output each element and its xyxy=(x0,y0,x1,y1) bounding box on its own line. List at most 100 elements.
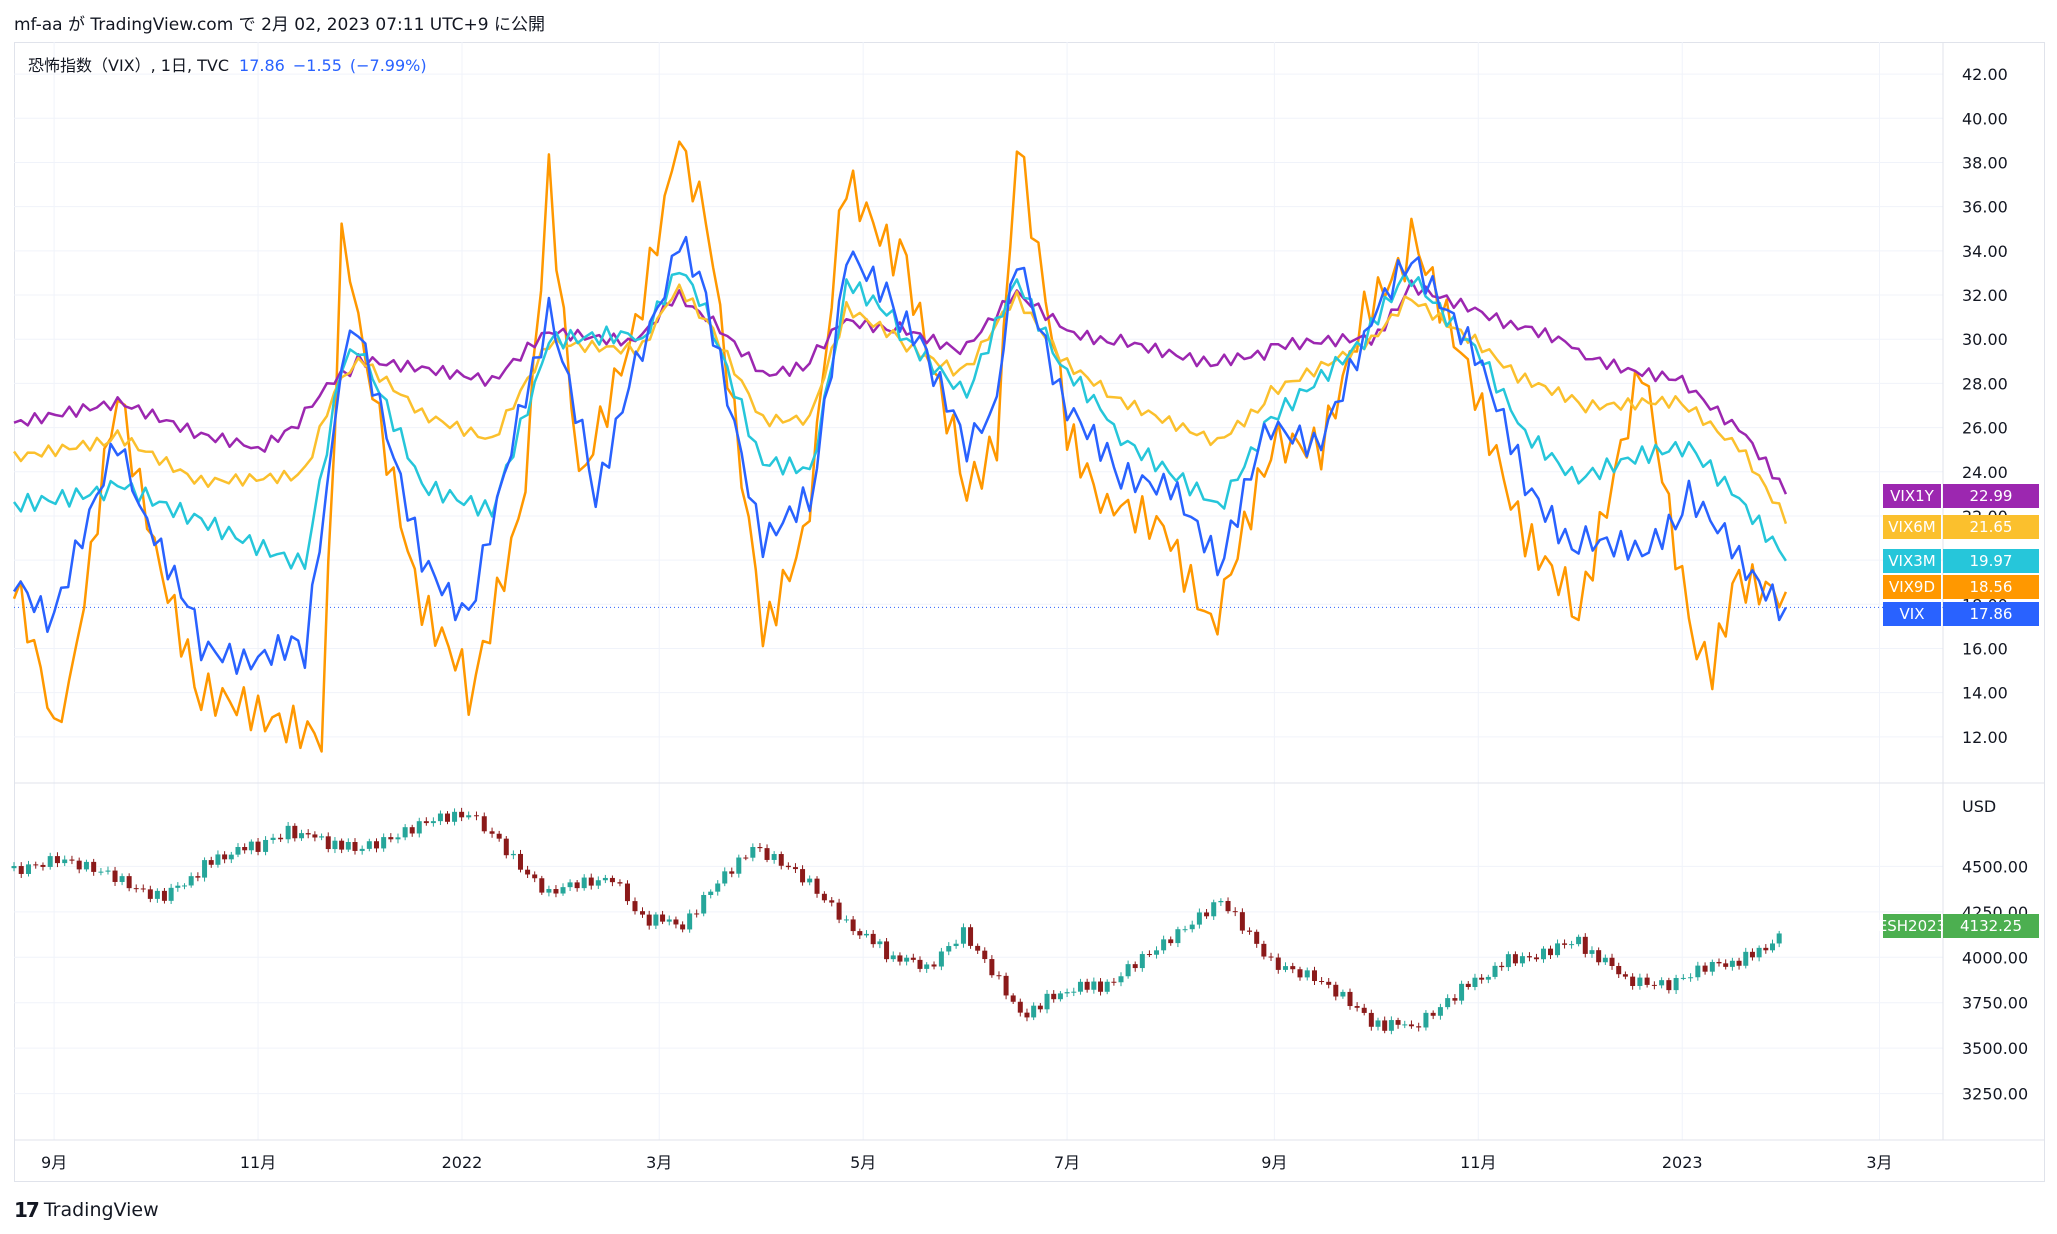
publish-header: mf-aa が TradingView.com で 2月 02, 2023 07… xyxy=(14,15,545,35)
candle-body xyxy=(1548,948,1554,956)
tag-name-bg xyxy=(1883,484,1941,508)
candle-body xyxy=(870,933,876,945)
candle-body xyxy=(140,888,146,890)
candle-body xyxy=(263,839,269,852)
candle-body xyxy=(319,836,325,838)
candle-body xyxy=(1196,912,1202,925)
candle-body xyxy=(953,943,959,947)
candle-body xyxy=(560,887,566,894)
candle-body xyxy=(829,900,835,903)
candle-body xyxy=(423,821,429,824)
candle-body xyxy=(1609,957,1615,966)
candle-body xyxy=(215,854,221,865)
candle-body xyxy=(1749,951,1755,958)
candle-body xyxy=(764,848,770,860)
candle-body xyxy=(666,919,672,922)
candle-body xyxy=(617,882,623,884)
candle-body xyxy=(510,853,516,856)
candle-body xyxy=(814,878,820,894)
vix-y-tick-label: 12.00 xyxy=(1962,728,2008,747)
candle-body xyxy=(1673,977,1679,991)
candle-body xyxy=(473,815,479,817)
candle-body xyxy=(47,856,53,867)
candle-body xyxy=(525,869,531,875)
candle-body xyxy=(975,945,981,951)
candle-body xyxy=(968,927,974,946)
candle-body xyxy=(11,866,17,869)
candle-body xyxy=(1562,943,1568,945)
tag-value: 21.65 xyxy=(1970,518,2013,536)
tag-name: ESH2023 xyxy=(1878,917,1946,935)
tag-value: 19.97 xyxy=(1970,552,2013,570)
candle-body xyxy=(857,931,863,936)
candle-body xyxy=(1472,977,1478,987)
candle-body xyxy=(1688,977,1694,979)
candle-body xyxy=(897,955,903,962)
candle-body xyxy=(147,889,153,899)
candle-body xyxy=(660,914,666,922)
candle-body xyxy=(54,856,60,864)
candle-body xyxy=(452,811,458,822)
candle-body xyxy=(352,842,358,851)
candle-body xyxy=(821,893,827,901)
candle-body xyxy=(1254,931,1260,944)
series-line-vix6m xyxy=(12,283,1788,525)
candle-body xyxy=(1736,960,1742,966)
value-tag-vix: VIX 17.86 xyxy=(1883,602,2039,626)
candle-body xyxy=(757,847,763,849)
candle-body xyxy=(62,859,68,864)
candle-body xyxy=(1465,983,1471,987)
chart-legend[interactable]: 恐怖指数（VIX）, 1日, TVC 17.86 −1.55 (−7.99%) xyxy=(28,52,435,76)
tag-value: 17.86 xyxy=(1970,605,2013,623)
candle-body xyxy=(1769,943,1775,951)
candle-body xyxy=(1459,983,1465,1001)
candle-body xyxy=(444,813,450,822)
candle-body xyxy=(76,860,82,870)
tag-value: 4132.25 xyxy=(1960,917,2022,935)
candle-body xyxy=(1709,961,1715,972)
tag-value-bg xyxy=(1943,602,2039,626)
tag-name-bg xyxy=(1883,914,1941,938)
candle-body xyxy=(1168,939,1174,944)
tag-value-bg xyxy=(1943,484,2039,508)
legend-symbol: 恐怖指数（VIX）, 1日, TVC xyxy=(28,56,230,75)
candle-body xyxy=(1533,957,1539,960)
candle-body xyxy=(1540,948,1546,960)
candle-body xyxy=(1368,1012,1374,1027)
candle-body xyxy=(1616,965,1622,975)
candle-body xyxy=(1057,993,1063,1000)
es-y-tick-label: 4500.00 xyxy=(1962,857,2028,876)
candle-body xyxy=(931,964,937,967)
candle-body xyxy=(1297,969,1303,978)
candle-body xyxy=(1430,1012,1436,1016)
tag-name-bg xyxy=(1883,549,1941,573)
candle-body xyxy=(292,825,298,839)
candle-body xyxy=(1651,984,1657,986)
chart-frame xyxy=(14,42,2045,1182)
x-tick-label: 2023 xyxy=(1662,1153,1703,1172)
vix-series-layer xyxy=(12,140,1788,753)
candle-body xyxy=(1505,954,1511,968)
candle-body xyxy=(345,842,351,850)
candle-body xyxy=(489,831,495,834)
candle-body xyxy=(924,964,930,969)
candle-body xyxy=(1204,912,1210,917)
tag-value-bg xyxy=(1943,914,2039,938)
legend-change-pct: (−7.99%) xyxy=(349,56,427,75)
es-y-tick-label: 3750.00 xyxy=(1962,994,2028,1013)
es-unit-label: USD xyxy=(1962,797,1996,816)
candle-body xyxy=(946,946,952,952)
x-tick-label: 11月 xyxy=(1460,1153,1496,1172)
candle-body xyxy=(168,887,174,901)
candle-body xyxy=(715,883,721,892)
es-y-tick-label: 3250.00 xyxy=(1962,1085,2028,1104)
candle-body xyxy=(105,870,111,872)
es-y-tick-label: 3500.00 xyxy=(1962,1039,2028,1058)
candle-body xyxy=(1416,1026,1422,1028)
candle-body xyxy=(982,950,988,960)
candle-body xyxy=(381,837,387,849)
candle-body xyxy=(270,837,276,840)
candle-body xyxy=(904,957,910,962)
tradingview-logo[interactable]: 17 TradingView xyxy=(14,1198,159,1222)
